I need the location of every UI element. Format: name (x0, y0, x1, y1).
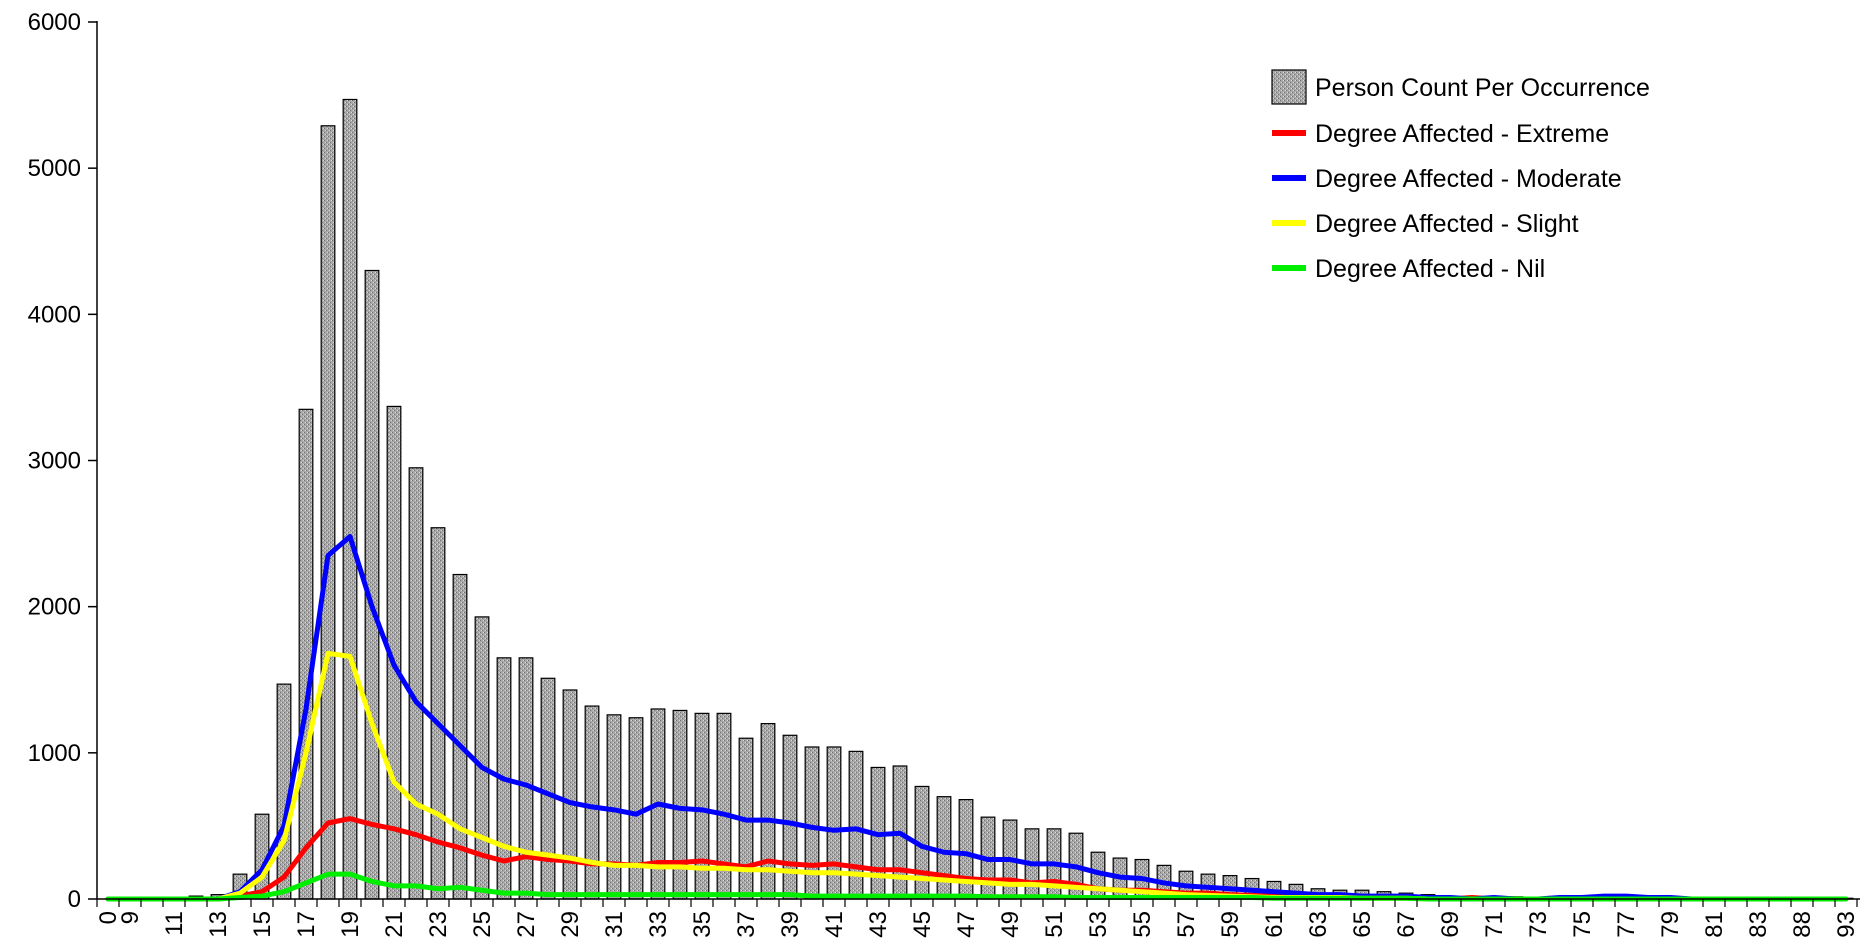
x-tick-label: 73 (1525, 911, 1552, 938)
y-tick-label: 2000 (28, 594, 81, 621)
x-tick-label: 35 (689, 911, 716, 938)
x-tick-label: 51 (1041, 911, 1068, 938)
bar-34 (672, 709, 688, 900)
bar-19 (342, 98, 358, 900)
x-tick-label: 57 (1173, 911, 1200, 938)
bar-30 (584, 705, 600, 900)
x-tick-label: 21 (381, 911, 408, 938)
x-tick-label: 77 (1613, 911, 1640, 938)
x-tick-label: 88 (1789, 911, 1816, 938)
bar-28 (540, 677, 556, 900)
x-tick-label: 25 (469, 911, 496, 938)
x-tick-label: 79 (1657, 911, 1684, 938)
x-tick-label: 67 (1393, 911, 1420, 938)
x-tick-label: 9 (117, 911, 144, 924)
x-tick-label: 71 (1481, 911, 1508, 938)
x-tick-label: 11 (161, 911, 188, 936)
bar-18 (320, 125, 336, 900)
legend-label-2: Degree Affected - Moderate (1315, 165, 1622, 193)
x-tick-label: 0 (95, 911, 122, 924)
legend-label-1: Degree Affected - Extreme (1315, 120, 1609, 148)
bar-38 (760, 722, 776, 900)
x-tick-label: 39 (777, 911, 804, 938)
x-tick-label: 63 (1305, 911, 1332, 938)
x-tick-label: 93 (1833, 911, 1860, 938)
x-tick-label: 59 (1217, 911, 1244, 938)
x-tick-label: 75 (1569, 911, 1596, 938)
legend-label-3: Degree Affected - Slight (1315, 210, 1579, 238)
x-tick-label: 33 (645, 911, 672, 938)
x-tick-label: 41 (821, 911, 848, 938)
x-tick-label: 15 (249, 911, 276, 938)
x-tick-label: 23 (425, 911, 452, 938)
y-tick-label: 3000 (28, 448, 81, 475)
legend-label-bars: Person Count Per Occurrence (1315, 74, 1650, 102)
y-tick-label: 1000 (28, 740, 81, 767)
bars-layer (188, 98, 1854, 900)
x-tick-label: 43 (865, 911, 892, 938)
x-tick-label: 69 (1437, 911, 1464, 938)
bar-40 (804, 746, 820, 900)
x-tick-label: 27 (513, 911, 540, 938)
x-tick-label: 45 (909, 911, 936, 938)
bar-41 (826, 746, 842, 900)
y-tick-label: 6000 (28, 9, 81, 36)
x-tick-label: 65 (1349, 911, 1376, 938)
y-tick-label: 0 (68, 886, 81, 913)
x-tick-label: 31 (601, 911, 628, 938)
bar-46 (936, 796, 952, 900)
x-tick-label: 81 (1701, 911, 1728, 938)
x-tick-label: 37 (733, 911, 760, 938)
legend-swatch-bars (1271, 69, 1307, 105)
y-tick-label: 5000 (28, 155, 81, 182)
legend: Person Count Per Occurrence Degree Affect… (1271, 69, 1650, 283)
bar-36 (716, 712, 732, 900)
bar-17 (298, 408, 314, 900)
x-tick-label: 17 (293, 911, 320, 938)
x-tick-label: 55 (1129, 911, 1156, 938)
x-tick-label: 53 (1085, 911, 1112, 938)
bar-32 (628, 717, 644, 900)
bar-29 (562, 689, 578, 900)
bar-39 (782, 734, 798, 900)
x-tick-label: 29 (557, 911, 584, 938)
bar-27 (518, 657, 534, 900)
y-tick-label: 4000 (28, 301, 81, 328)
x-tick-label: 61 (1261, 911, 1288, 938)
x-tick-label: 19 (337, 911, 364, 938)
bar-35 (694, 712, 710, 900)
x-tick-label: 83 (1745, 911, 1772, 938)
legend-label-4: Degree Affected - Nil (1315, 255, 1545, 283)
x-tick-label: 13 (205, 911, 232, 938)
x-tick-label: 49 (997, 911, 1024, 938)
x-tick-label: 47 (953, 911, 980, 938)
